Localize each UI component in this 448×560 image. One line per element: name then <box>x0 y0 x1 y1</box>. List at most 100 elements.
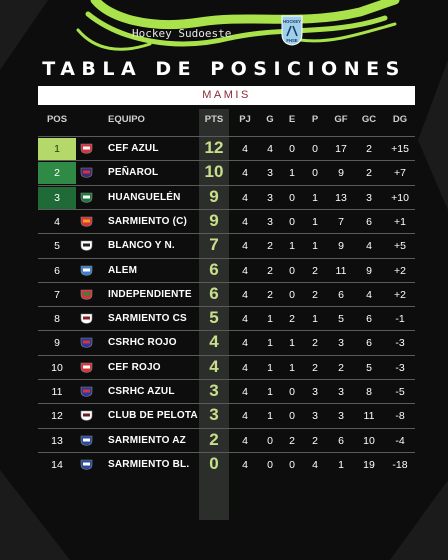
row-divider <box>38 403 415 405</box>
logo-text-top: HOCKEY <box>283 19 301 24</box>
team-name: INDEPENDIENTE <box>108 288 192 300</box>
header-g: G <box>266 114 274 125</box>
stat-e-cell: 0 <box>289 264 295 277</box>
stat-p-cell: 1 <box>312 313 318 326</box>
sarmiento-bl-crest-icon <box>80 459 93 470</box>
stat-p-cell: 1 <box>312 240 318 253</box>
stat-pj-cell: 4 <box>242 215 248 228</box>
hockey-sudoeste-logo: HOCKEY FHSE <box>281 15 303 46</box>
stat-g-cell: 1 <box>267 337 273 350</box>
stat-e-cell: 1 <box>289 337 295 350</box>
header-gc: GC <box>361 114 377 125</box>
stat-gc-cell: 2 <box>366 143 372 155</box>
stat-gf-cell: 3 <box>338 386 344 398</box>
table-row: 14 SARMIENTO BL. 0 4 0 0 4 1 19 -18 <box>0 451 448 476</box>
stat-p-cell: 1 <box>312 191 318 204</box>
team-name: SARMIENTO BL. <box>108 458 190 470</box>
header-e: E <box>288 114 296 125</box>
team-name: CEF AZUL <box>108 143 159 154</box>
stat-gf-cell: 6 <box>338 288 344 301</box>
team-name: ALEM <box>108 264 138 276</box>
position-cell: 4 <box>54 215 60 228</box>
stat-gf-cell: 11 <box>335 264 347 277</box>
stat-e-cell: 2 <box>289 313 295 326</box>
stat-gf-cell: 2 <box>338 361 344 374</box>
stat-g-cell: 3 <box>267 167 273 180</box>
team-name: BLANCO Y N. <box>108 240 175 252</box>
stat-dg-cell: -1 <box>395 313 405 326</box>
stat-gc-cell: 8 <box>366 386 372 398</box>
team-name: SARMIENTO AZ <box>108 434 186 446</box>
row-divider <box>38 136 415 137</box>
position-cell: 10 <box>51 361 63 374</box>
stat-e-cell: 0 <box>289 288 295 301</box>
stat-e-cell: 0 <box>289 458 295 471</box>
row-divider <box>38 257 415 259</box>
stat-e-cell: 0 <box>289 410 295 423</box>
table-row: 6 ALEM 6 4 2 0 2 11 9 +2 <box>0 257 448 282</box>
stat-e-cell: 1 <box>289 167 295 180</box>
stat-dg-cell: -3 <box>395 361 405 374</box>
stat-gf-cell: 3 <box>338 337 344 350</box>
position-cell: 1 <box>38 138 76 160</box>
stat-p-cell: 2 <box>312 434 318 447</box>
stat-pj-cell: 4 <box>242 361 248 374</box>
row-divider <box>38 379 415 380</box>
position-cell: 13 <box>51 434 63 447</box>
stat-e-cell: 1 <box>289 240 295 253</box>
sarmiento-az-crest-icon <box>80 435 93 446</box>
stat-dg-cell: -5 <box>395 386 405 398</box>
stat-p-cell: 3 <box>312 410 318 423</box>
points-cell: 9 <box>209 186 219 206</box>
stat-gc-cell: 4 <box>366 240 372 253</box>
stat-e-cell: 0 <box>289 191 295 204</box>
points-cell: 4 <box>209 356 219 376</box>
stat-gf-cell: 17 <box>335 143 347 155</box>
cef-rojo-crest-icon <box>80 362 93 373</box>
points-cell: 6 <box>209 259 219 279</box>
stat-p-cell: 2 <box>312 264 318 277</box>
page-title: TABLA DE POSICIONES <box>42 58 406 80</box>
header-label: Hockey Sudoeste <box>132 27 232 40</box>
stat-dg-cell: +10 <box>391 191 409 204</box>
stat-pj-cell: 4 <box>242 240 248 253</box>
stat-dg-cell: -8 <box>395 410 405 423</box>
category-banner: MAMIS <box>38 86 415 105</box>
stat-gc-cell: 4 <box>366 288 372 301</box>
row-divider <box>38 330 415 332</box>
stat-pj-cell: 4 <box>242 458 248 471</box>
csrhc-azul-crest-icon <box>80 386 93 397</box>
row-divider <box>38 354 415 356</box>
position-cell: 11 <box>51 386 63 398</box>
sarmiento-c-crest-icon <box>80 216 93 227</box>
club-de-pelota-crest-icon <box>80 410 93 422</box>
stat-gc-cell: 5 <box>366 361 372 374</box>
table-row: 3 HUANGUELÉN 9 4 3 0 1 13 3 +10 <box>0 184 448 209</box>
table-row: 9 CSRHC ROJO 4 4 1 1 2 3 6 -3 <box>0 330 448 354</box>
stat-pj-cell: 4 <box>242 191 248 204</box>
stat-pj-cell: 4 <box>242 167 248 180</box>
table-row: 12 CLUB DE PELOTA 3 4 1 0 3 3 11 -8 <box>0 403 448 427</box>
stat-dg-cell: +7 <box>394 167 406 180</box>
stat-dg-cell: +1 <box>394 215 406 228</box>
team-name: HUANGUELÉN <box>108 191 181 203</box>
stat-gf-cell: 6 <box>338 434 344 447</box>
table-row: 1 CEF AZUL 12 4 4 0 0 17 2 +15 <box>0 136 448 160</box>
position-cell: 12 <box>51 410 63 423</box>
header-pj: PJ <box>239 114 251 125</box>
stat-p-cell: 0 <box>312 167 318 180</box>
cef-azul-crest-icon <box>80 143 93 154</box>
stat-g-cell: 0 <box>267 458 273 471</box>
team-name: CSRHC ROJO <box>108 337 177 349</box>
stat-pj-cell: 4 <box>242 410 248 423</box>
team-name: SARMIENTO CS <box>108 313 187 325</box>
stat-e-cell: 0 <box>289 143 295 155</box>
points-cell: 4 <box>209 332 219 352</box>
header-pts: PTS <box>204 114 224 125</box>
penarol-crest-icon <box>80 167 93 179</box>
stat-e-cell: 1 <box>289 361 295 374</box>
table-header: POS EQUIPO PTS PJ G E P GF GC DG <box>0 111 448 129</box>
stat-g-cell: 3 <box>267 191 273 204</box>
stat-g-cell: 1 <box>267 361 273 374</box>
stat-gf-cell: 13 <box>335 191 347 204</box>
